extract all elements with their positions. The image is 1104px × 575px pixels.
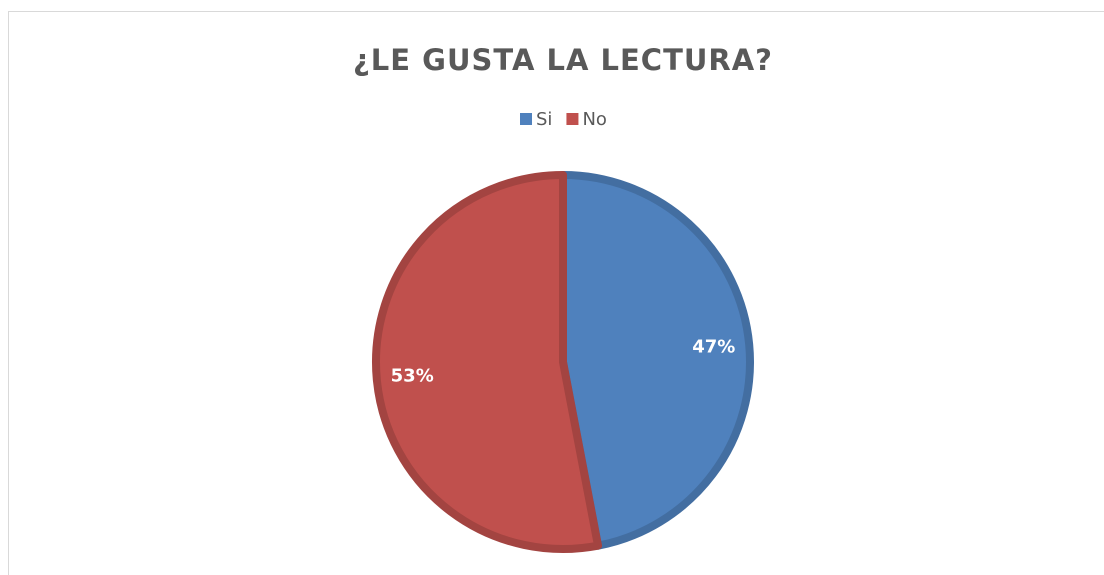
chart-title: ¿LE GUSTA LA LECTURA? — [353, 43, 773, 77]
legend-label: No — [582, 109, 606, 130]
legend-swatch — [520, 113, 532, 125]
pie-slice — [559, 171, 754, 550]
legend-swatch — [566, 113, 579, 125]
legend-label: Si — [536, 109, 552, 130]
data-label: 53% — [391, 365, 434, 386]
data-label: 47% — [692, 337, 735, 358]
pie-slice — [372, 171, 603, 553]
